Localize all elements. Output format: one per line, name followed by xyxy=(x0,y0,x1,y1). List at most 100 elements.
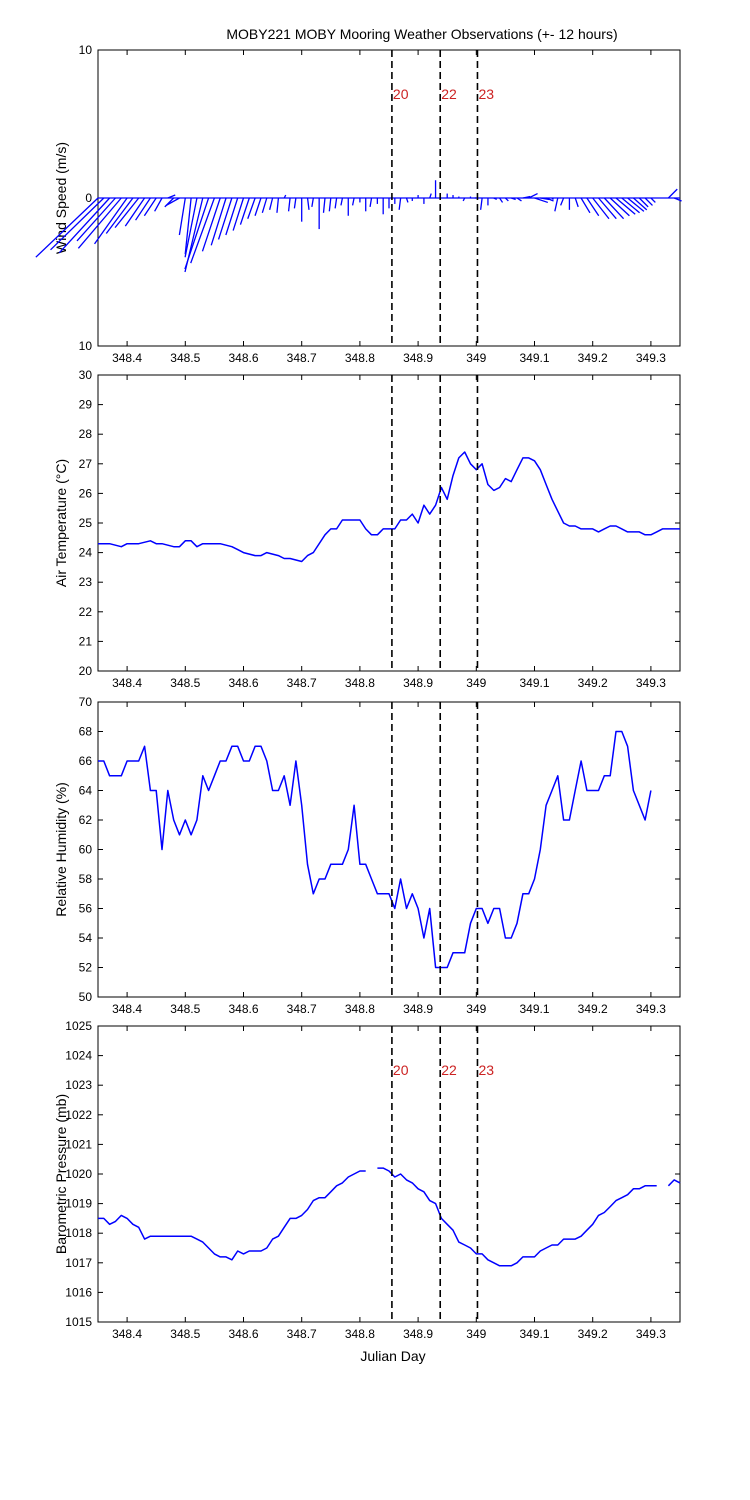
wind-vector xyxy=(627,197,645,212)
wind-vector xyxy=(210,197,227,246)
wind-vector xyxy=(650,197,656,203)
wind-vector xyxy=(261,197,268,213)
x-tick-label: 349.3 xyxy=(636,1002,666,1016)
marker-label: 23 xyxy=(478,1062,494,1078)
marker-label: 22 xyxy=(441,86,457,102)
y-tick-label: 21 xyxy=(79,634,93,648)
wind-vector xyxy=(105,197,134,234)
y-tick-label: 1019 xyxy=(65,1197,92,1211)
plot-frame xyxy=(97,374,681,672)
x-tick-label: 348.4 xyxy=(112,1327,142,1341)
wind-vector xyxy=(429,193,432,199)
plot-frame xyxy=(97,1025,681,1323)
y-tick-label: 1021 xyxy=(65,1137,92,1151)
data-series-line xyxy=(667,1179,681,1187)
wind-vector xyxy=(184,197,192,255)
y-tick-label: 54 xyxy=(79,931,93,945)
wind-vector xyxy=(398,197,402,210)
y-tick-label: 62 xyxy=(79,813,93,827)
y-tick-label: 60 xyxy=(79,843,93,857)
wind-vector xyxy=(225,197,239,236)
wind-vector xyxy=(276,197,280,213)
x-tick-label: 349.3 xyxy=(636,351,666,365)
wind-vector xyxy=(287,197,291,212)
panel-4: 348.4 348.5 348.6 348.7 348.8 348.9 349 349.1 34… xyxy=(53,1019,681,1341)
wind-vector xyxy=(269,197,274,210)
x-tick-label: 348.5 xyxy=(170,1327,200,1341)
y-tick-label: 56 xyxy=(79,902,93,916)
panel-1: 348.4 348.5 348.6 348.7 348.8 348.9 349 349.1 34… xyxy=(35,43,682,365)
wind-vector xyxy=(184,197,210,270)
x-tick-label: 348.4 xyxy=(112,1002,142,1016)
wind-vector xyxy=(504,197,509,202)
wind-vector xyxy=(190,197,216,264)
x-tick-label: 348.6 xyxy=(228,676,258,690)
y-tick-label: 1025 xyxy=(65,1019,92,1033)
x-tick-label: 348.5 xyxy=(170,676,200,690)
x-tick-label: 348.4 xyxy=(112,351,142,365)
wind-vector xyxy=(154,197,163,212)
x-tick-label: 348.5 xyxy=(170,1002,200,1016)
wind-vector xyxy=(217,197,233,240)
wind-vector xyxy=(586,197,600,217)
wind-vector xyxy=(615,197,636,215)
wind-vector xyxy=(516,197,522,202)
y-tick-label: 22 xyxy=(79,605,93,619)
wind-vector xyxy=(644,197,653,206)
wind-vector xyxy=(551,197,554,200)
wind-vector xyxy=(633,197,648,211)
x-tick-label: 348.7 xyxy=(287,1327,317,1341)
wind-vector xyxy=(528,192,538,199)
chart-panels: 348.4 348.5 348.6 348.7 348.8 348.9 349 349.1 34… xyxy=(35,43,682,1341)
x-tick-label: 349 xyxy=(466,351,486,365)
y-tick-label: 30 xyxy=(79,368,93,382)
y-tick-label: 0 xyxy=(85,191,92,205)
x-tick-label: 349.2 xyxy=(578,351,608,365)
y-tick-label: 1016 xyxy=(65,1285,92,1299)
wind-vector xyxy=(638,197,649,208)
wind-vector xyxy=(667,188,678,199)
wind-vector xyxy=(603,197,625,220)
wind-vector xyxy=(621,197,640,214)
wind-vector xyxy=(554,197,559,212)
y-tick-label: 10 xyxy=(79,43,93,57)
wind-vector xyxy=(673,197,682,202)
wind-vector xyxy=(328,197,332,212)
wind-vector xyxy=(545,197,554,202)
y-tick-label: 20 xyxy=(79,664,93,678)
y-tick-label: 1022 xyxy=(65,1108,92,1122)
y-axis-label: Barometric Pressure (mb) xyxy=(53,1094,69,1254)
wind-vector xyxy=(351,197,355,206)
wind-vector xyxy=(247,197,256,219)
x-tick-label: 349.3 xyxy=(636,1327,666,1341)
wind-vector xyxy=(254,197,262,216)
y-tick-label: 25 xyxy=(79,516,93,530)
data-series-line xyxy=(377,1167,657,1267)
wind-vector xyxy=(479,197,483,210)
x-tick-label: 349 xyxy=(466,1327,486,1341)
panel-3: 348.4 348.5 348.6 348.7 348.8 348.9 349 349.1 34… xyxy=(53,695,681,1016)
chart-title: MOBY221 MOBY Mooring Weather Observation… xyxy=(226,26,617,42)
wind-vector xyxy=(405,197,409,203)
wind-vector xyxy=(462,197,466,202)
data-series-line xyxy=(98,730,652,969)
x-tick-label: 348.8 xyxy=(345,1002,375,1016)
wind-vector xyxy=(609,197,630,217)
x-tick-label: 349.1 xyxy=(519,1327,549,1341)
wind-vector xyxy=(511,197,516,201)
x-tick-label: 348.8 xyxy=(345,1327,375,1341)
wind-vector xyxy=(293,197,297,209)
wind-vector xyxy=(580,197,591,214)
x-axis-label: Julian Day xyxy=(360,1348,425,1364)
y-tick-label: 68 xyxy=(79,725,93,739)
y-axis-label: Relative Humidity (%) xyxy=(53,782,69,917)
wind-vector xyxy=(334,197,338,209)
wind-vector xyxy=(306,197,310,210)
y-axis-label: Air Temperature (°C) xyxy=(53,459,69,587)
wind-vector xyxy=(574,197,579,208)
x-tick-label: 349 xyxy=(466,1002,486,1016)
x-tick-label: 348.7 xyxy=(287,676,317,690)
wind-vector xyxy=(522,195,531,199)
x-tick-label: 348.7 xyxy=(287,351,317,365)
